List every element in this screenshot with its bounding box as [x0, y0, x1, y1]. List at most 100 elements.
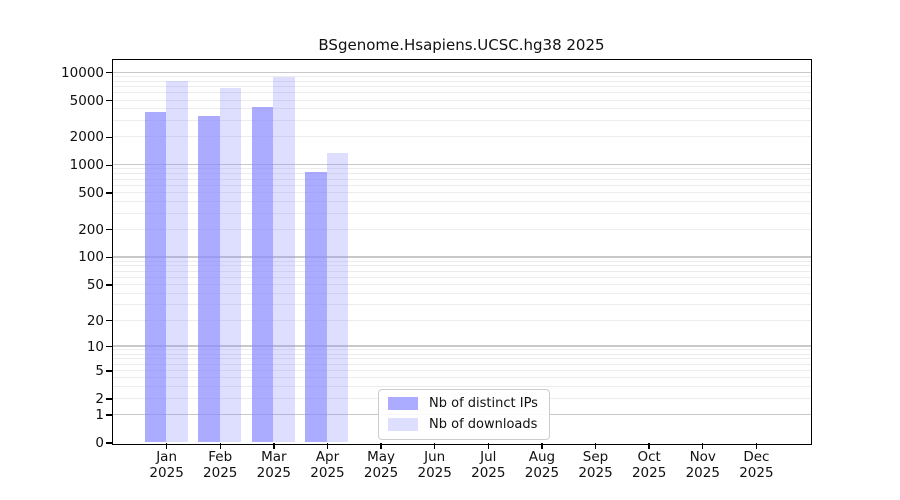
bar-apr-distinct-ips [305, 171, 327, 443]
major-gridline [112, 164, 811, 166]
y-tick [106, 370, 113, 372]
major-gridline [112, 71, 811, 73]
minor-gridline [112, 292, 811, 294]
minor-gridline [112, 386, 811, 388]
minor-gridline [112, 276, 811, 278]
x-tick-label: Jul 2025 [471, 449, 506, 481]
x-tick-label: Aug 2025 [524, 449, 560, 481]
legend-swatch-downloads-icon [388, 418, 418, 431]
bar-mar-downloads [273, 77, 295, 443]
minor-gridline [112, 92, 811, 94]
minor-gridline [112, 173, 811, 175]
minor-gridline [112, 136, 811, 138]
minor-gridline [112, 178, 811, 180]
minor-gridline [112, 358, 811, 360]
y-tick [106, 99, 113, 102]
legend: Nb of distinct IPs Nb of downloads [378, 389, 550, 440]
x-tick [326, 443, 329, 449]
bar-jan-distinct-ips [144, 112, 167, 443]
minor-gridline [112, 353, 811, 355]
y-tick [106, 192, 113, 194]
minor-gridline [112, 363, 811, 365]
bar-feb-downloads [219, 88, 242, 443]
plot-area [111, 58, 812, 445]
minor-gridline [112, 85, 811, 87]
minor-gridline [112, 377, 811, 379]
y-tick-label: 5000 [69, 92, 104, 109]
y-tick-label: 10000 [61, 64, 104, 81]
minor-gridline [112, 99, 811, 101]
minor-gridline [112, 303, 811, 305]
x-tick [594, 443, 597, 449]
x-tick-label: Apr 2025 [310, 449, 345, 481]
x-tick [273, 443, 275, 449]
x-tick [487, 443, 489, 449]
legend-label-distinct-ips: Nb of distinct IPs [429, 396, 538, 411]
y-tick [106, 442, 113, 444]
minor-gridline [112, 319, 811, 321]
minor-gridline [112, 168, 811, 170]
bar-apr-downloads [326, 152, 349, 443]
minor-gridline [112, 192, 811, 194]
legend-item-downloads: Nb of downloads [388, 417, 538, 432]
x-tick-label: Jan 2025 [149, 449, 184, 481]
x-tick [219, 443, 221, 449]
x-tick-label: Jun 2025 [417, 449, 452, 481]
bar-jan-downloads [166, 81, 188, 443]
y-tick-label: 2000 [69, 129, 104, 146]
y-tick-label: 50 [86, 276, 104, 293]
x-tick [165, 443, 168, 449]
x-tick [702, 443, 704, 449]
x-tick-label: Nov 2025 [685, 449, 720, 481]
y-tick [106, 319, 113, 322]
y-tick-label: 0 [95, 435, 104, 451]
legend-label-downloads: Nb of downloads [429, 417, 538, 432]
y-tick-label: 200 [78, 221, 104, 238]
legend-swatch-distinct-ips-icon [388, 397, 418, 410]
y-tick-label: 20 [86, 312, 104, 329]
y-tick-label: 1 [95, 407, 104, 424]
x-tick [755, 443, 758, 449]
y-tick [106, 284, 113, 286]
minor-gridline [112, 369, 811, 371]
x-tick [380, 443, 382, 449]
y-tick-label: 100 [78, 249, 104, 266]
minor-gridline [112, 212, 811, 214]
minor-gridline [112, 270, 811, 272]
y-tick-label: 5 [95, 362, 104, 379]
minor-gridline [112, 265, 811, 267]
minor-gridline [112, 200, 811, 202]
y-tick [106, 136, 113, 139]
legend-item-distinct-ips: Nb of distinct IPs [388, 396, 538, 411]
y-tick-label: 10 [86, 338, 104, 355]
y-tick [106, 164, 113, 166]
bar-mar-distinct-ips [251, 107, 274, 443]
y-tick [106, 229, 113, 231]
y-tick-label: 500 [78, 185, 104, 202]
minor-gridline [112, 108, 811, 110]
minor-gridline [112, 349, 811, 351]
y-tick-label: 2 [95, 390, 104, 407]
minor-gridline [112, 260, 811, 262]
minor-gridline [112, 80, 811, 82]
minor-gridline [112, 283, 811, 285]
y-tick-label: 1000 [69, 157, 104, 174]
x-tick [541, 443, 543, 449]
minor-gridline [112, 120, 811, 122]
minor-gridline [112, 184, 811, 186]
minor-gridline [112, 75, 811, 77]
x-tick-label: May 2025 [363, 449, 399, 481]
y-tick [106, 398, 113, 400]
x-tick-label: Mar 2025 [256, 449, 292, 481]
x-tick-label: Oct 2025 [631, 449, 667, 481]
major-gridline [112, 256, 811, 258]
major-gridline [112, 345, 811, 347]
x-tick [648, 443, 650, 449]
x-tick-label: Feb 2025 [203, 449, 238, 481]
x-tick-label: Dec 2025 [739, 449, 774, 481]
minor-gridline [112, 228, 811, 230]
y-tick [106, 256, 113, 259]
bar-feb-distinct-ips [198, 116, 220, 443]
y-tick [106, 414, 113, 416]
